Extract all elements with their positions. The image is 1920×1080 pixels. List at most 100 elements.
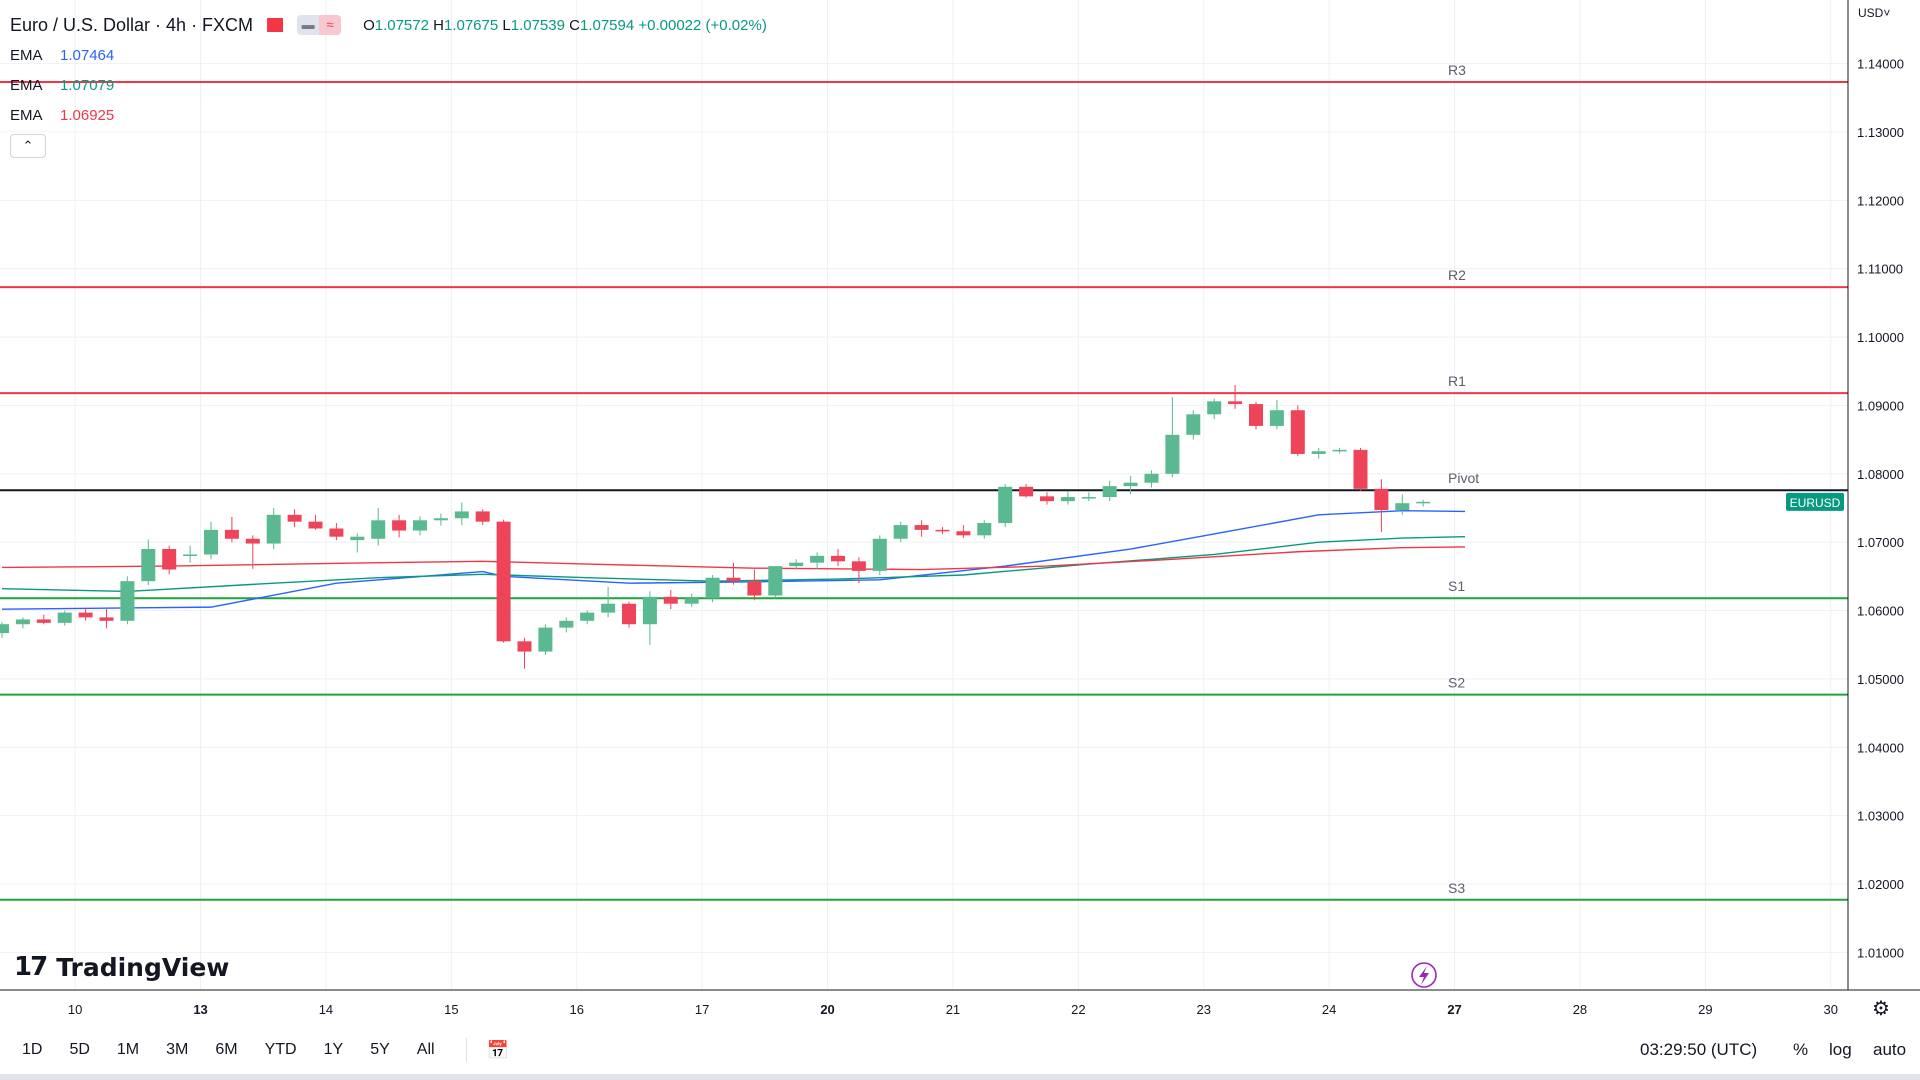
y-tick-label: 1.04000 [1857,740,1904,755]
pivot-levels: R3 R2 R1 Pivot S1 S2 S3 [0,62,1848,901]
candle-body [1123,482,1138,487]
x-tick-label: 17 [695,1002,709,1017]
bottom-toolbar: 1D 5D 1M 3M 6M YTD 1Y 5Y All 📅 [0,1030,1920,1070]
ema-value: 1.07464 [60,46,115,64]
level-label-r2: R2 [1448,267,1466,283]
x-tick-label: 27 [1447,1002,1461,1017]
candle-body [392,520,407,531]
candle-body [1332,449,1347,452]
ohlc-low: 1.07539 [510,16,565,34]
auto-toggle[interactable]: auto [1873,1040,1907,1059]
x-tick-label: 21 [946,1002,960,1017]
candle-body [684,598,699,604]
range-6m-button[interactable]: 6M [215,1041,238,1058]
line-mode-icon[interactable]: ▬ [301,17,315,32]
percent-toggle[interactable]: % [1793,1040,1809,1059]
candle-body [663,596,678,604]
candle-body [1311,451,1326,454]
candle-body [329,528,344,537]
range-5d-button[interactable]: 5D [69,1041,90,1058]
candle-body [496,521,511,642]
range-all-button[interactable]: All [416,1041,435,1058]
ema-value: 1.06925 [60,106,115,124]
range-1y-button[interactable]: 1Y [323,1041,344,1058]
collapse-legend-button[interactable]: ⌃ [10,134,46,158]
ema-label: EMA [10,106,43,124]
range-1m-button[interactable]: 1M [116,1041,140,1058]
candle-body [726,577,741,582]
lightning-icon[interactable] [1411,962,1437,988]
candle-body [204,529,218,555]
candle-body [78,612,93,618]
chart-mode-toggle[interactable]: ▬ ≈ [297,15,342,35]
range-ytd-button[interactable]: YTD [264,1041,297,1058]
ema-lines [1,510,1466,610]
time-axis[interactable]: 10 13 14 15 16 17 20 21 22 23 24 27 28 29 30 [0,962,1920,1017]
candle-body [1249,404,1263,426]
level-label-r1: R1 [1448,373,1466,389]
ema-row-2[interactable]: EMA 1.07079 [10,70,767,100]
candle-body [266,514,281,544]
symbol-title[interactable]: Euro / U.S. Dollar · 4h · FXCM [10,14,254,35]
ohlc-values: O1.07572 H1.07675 L1.07539 C1.07594 +0.0… [363,17,767,34]
candle-body [350,536,365,541]
candle-body [789,562,804,567]
candle-body [893,525,908,539]
ema-label: EMA [10,76,43,94]
chevron-down-icon: ˅ [1883,6,1891,20]
candle-body [57,612,72,623]
range-5y-button[interactable]: 5Y [370,1041,390,1058]
candle-body [1290,410,1305,454]
ohlc-low-label: L [502,16,511,34]
candle-body [162,549,177,570]
candle-body [810,555,825,563]
candle-body [1353,449,1368,489]
x-tick-label: 23 [1197,1002,1211,1017]
candle-body [0,624,9,634]
y-tick-label: 1.06000 [1857,604,1904,619]
gear-icon[interactable]: ⚙ [1872,998,1890,1020]
candle-body [747,581,762,596]
candle-body [1081,497,1096,499]
candle-body [935,529,950,532]
currency-menu[interactable]: USD˅ [1858,6,1890,20]
tradingview-logo[interactable]: 17 TradingView [14,952,229,982]
ema-line-1 [1,510,1466,610]
candle-body [601,603,616,613]
utc-clock[interactable]: 03:29:50 (UTC) [1640,1040,1758,1059]
candle-body [1040,496,1054,502]
bottom-strip [0,1074,1920,1080]
candle-body [642,596,657,625]
lightning-bolt [1419,966,1429,985]
chevron-up-icon: ⌃ [22,138,34,153]
candle-body [413,520,427,531]
symbol-row: Euro / U.S. Dollar · 4h · FXCM ▬ ≈ O1.07… [10,10,767,40]
date-range-icon[interactable]: 📅 [486,1039,509,1060]
candle-body [287,514,302,522]
x-tick-label: 29 [1698,1002,1712,1017]
range-3m-button[interactable]: 3M [166,1041,189,1058]
y-tick-label: 1.14000 [1857,57,1904,72]
y-tick-label: 1.09000 [1857,398,1904,413]
last-price-tag [1786,492,1844,511]
range-1d-button[interactable]: 1D [22,1041,43,1058]
toolbar-divider [465,1038,467,1062]
candle-body [454,511,469,519]
ohlc-close: 1.07594 [579,16,635,34]
level-label-r3: R3 [1448,62,1466,78]
ema-row-1[interactable]: EMA 1.07464 [10,40,767,70]
y-tick-label: 1.08000 [1857,467,1904,482]
lightning-ring [1411,962,1437,988]
candle-body [1165,434,1180,474]
candle-body [705,577,720,599]
wave-mode-icon[interactable]: ≈ [319,15,342,35]
price-axis[interactable]: 1.14000 1.13000 1.12000 1.11000 1.10000 1.090… [1786,0,1904,990]
candle-body [1060,497,1075,502]
candle-body [308,521,323,529]
ema-row-3[interactable]: EMA 1.06925 [10,100,767,130]
candle-body [183,554,198,556]
log-toggle[interactable]: log [1829,1040,1852,1059]
ohlc-open: 1.07572 [374,16,429,34]
ohlc-open-label: O [363,16,375,34]
